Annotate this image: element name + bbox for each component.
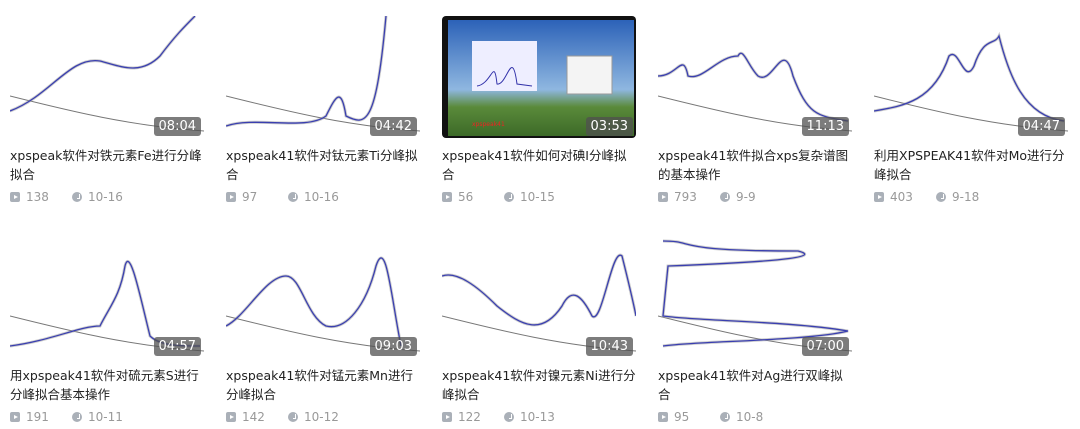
- upload-date: 10-8: [736, 410, 764, 424]
- clock-icon: [288, 192, 298, 202]
- duration-badge: 03:53: [585, 117, 633, 136]
- play-icon: [442, 412, 452, 422]
- view-count: 122: [458, 410, 481, 424]
- view-count: 142: [242, 410, 265, 424]
- video-thumbnail[interactable]: 07:00: [658, 236, 852, 358]
- video-title[interactable]: xpspeak41软件对镍元素Ni进行分峰拟合: [442, 368, 636, 402]
- play-icon: [10, 412, 20, 422]
- play-icon: [226, 192, 236, 202]
- duration-badge: 08:04: [153, 117, 201, 136]
- video-card[interactable]: 07:00 xpspeak41软件对Ag进行双峰拟合 95 10-8: [658, 236, 852, 424]
- video-thumbnail[interactable]: 04:47: [874, 16, 1068, 138]
- view-count: 138: [26, 190, 49, 204]
- video-thumbnail[interactable]: 10:43: [442, 236, 636, 358]
- video-card[interactable]: 04:42 xpspeak41软件对钛元素Ti分峰拟合 97 10-16: [226, 16, 420, 204]
- play-icon: [10, 192, 20, 202]
- play-icon: [658, 192, 668, 202]
- upload-date: 9-9: [736, 190, 756, 204]
- video-thumbnail[interactable]: 09:03: [226, 236, 420, 358]
- duration-badge: 09:03: [369, 337, 417, 356]
- clock-icon: [72, 192, 82, 202]
- video-card[interactable]: xpspeak41 03:53 xpspeak41软件如何对碘I分峰拟合 56 10…: [442, 16, 636, 204]
- clock-icon: [288, 412, 298, 422]
- video-title[interactable]: 用xpspeak41软件对硫元素S进行分峰拟合基本操作: [10, 368, 199, 402]
- video-thumbnail[interactable]: 04:57: [10, 236, 204, 358]
- video-card[interactable]: 11:13 xpspeak41软件拟合xps复杂谱图的基本操作 793 9-9: [658, 16, 852, 204]
- duration-badge: 07:00: [801, 337, 849, 356]
- upload-date: 10-15: [520, 190, 555, 204]
- play-icon: [226, 412, 236, 422]
- upload-date: 10-16: [304, 190, 339, 204]
- view-count: 403: [890, 190, 913, 204]
- duration-badge: 04:42: [369, 117, 417, 136]
- video-title[interactable]: xpspeak41软件对Ag进行双峰拟合: [658, 368, 843, 402]
- upload-date: 10-13: [520, 410, 555, 424]
- video-card[interactable]: 09:03 xpspeak41软件对锰元素Mn进行分峰拟合 142 10-12: [226, 236, 420, 424]
- video-thumbnail[interactable]: 04:42: [226, 16, 420, 138]
- play-icon: [658, 412, 668, 422]
- duration-badge: 04:57: [153, 337, 201, 356]
- clock-icon: [720, 412, 730, 422]
- clock-icon: [936, 192, 946, 202]
- upload-date: 9-18: [952, 190, 980, 204]
- view-count: 95: [674, 410, 690, 424]
- video-thumbnail[interactable]: 11:13: [658, 16, 852, 138]
- video-title[interactable]: xpspeak41软件拟合xps复杂谱图的基本操作: [658, 148, 849, 182]
- upload-date: 10-12: [304, 410, 339, 424]
- video-title[interactable]: 利用XPSPEAK41软件对Mo进行分峰拟合: [874, 148, 1065, 182]
- clock-icon: [72, 412, 82, 422]
- video-card[interactable]: 10:43 xpspeak41软件对镍元素Ni进行分峰拟合 122 10-13: [442, 236, 636, 424]
- view-count: 191: [26, 410, 49, 424]
- duration-badge: 10:43: [585, 337, 633, 356]
- clock-icon: [504, 412, 514, 422]
- svg-text:xpspeak41: xpspeak41: [472, 121, 505, 128]
- video-title[interactable]: xpspeak41软件对钛元素Ti分峰拟合: [226, 148, 418, 182]
- play-icon: [874, 192, 884, 202]
- video-title[interactable]: xpspeak软件对铁元素Fe进行分峰拟合: [10, 148, 202, 182]
- upload-date: 10-16: [88, 190, 123, 204]
- video-title[interactable]: xpspeak41软件如何对碘I分峰拟合: [442, 148, 627, 182]
- video-thumbnail[interactable]: 08:04: [10, 16, 204, 138]
- duration-badge: 04:47: [1017, 117, 1065, 136]
- duration-badge: 11:13: [801, 117, 849, 136]
- clock-icon: [720, 192, 730, 202]
- video-title[interactable]: xpspeak41软件对锰元素Mn进行分峰拟合: [226, 368, 413, 402]
- view-count: 56: [458, 190, 474, 204]
- video-card[interactable]: 08:04 xpspeak软件对铁元素Fe进行分峰拟合 138 10-16: [10, 16, 204, 204]
- clock-icon: [504, 192, 514, 202]
- video-card[interactable]: 04:57 用xpspeak41软件对硫元素S进行分峰拟合基本操作 191 10-…: [10, 236, 204, 424]
- play-icon: [442, 192, 452, 202]
- upload-date: 10-11: [88, 410, 123, 424]
- view-count: 793: [674, 190, 697, 204]
- video-thumbnail[interactable]: xpspeak41 03:53: [442, 16, 636, 138]
- view-count: 97: [242, 190, 258, 204]
- video-card[interactable]: 04:47 利用XPSPEAK41软件对Mo进行分峰拟合 403 9-18: [874, 16, 1068, 204]
